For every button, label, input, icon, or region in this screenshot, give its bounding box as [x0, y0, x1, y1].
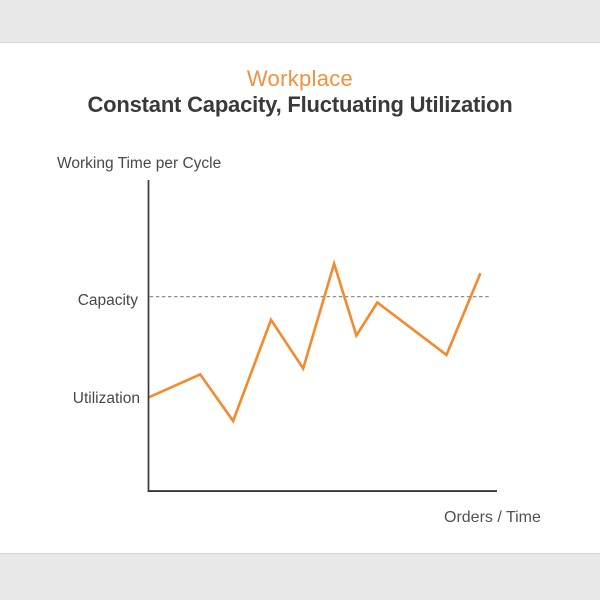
slide: Workplace Constant Capacity, Fluctuating… — [0, 43, 600, 553]
capacity-label: Capacity — [77, 292, 138, 309]
eyebrow-title: Workplace — [246, 66, 354, 91]
top-letterbox-band — [0, 0, 600, 43]
slide-title: Constant Capacity, Fluctuating Utilizati… — [87, 92, 513, 117]
bottom-letterbox-band — [0, 553, 600, 600]
utilization-line — [147, 259, 482, 424]
x-axis-title: Orders / Time — [444, 509, 541, 526]
utilization-label: Utilization — [72, 390, 140, 407]
y-axis-title: Working Time per Cycle — [57, 155, 222, 172]
